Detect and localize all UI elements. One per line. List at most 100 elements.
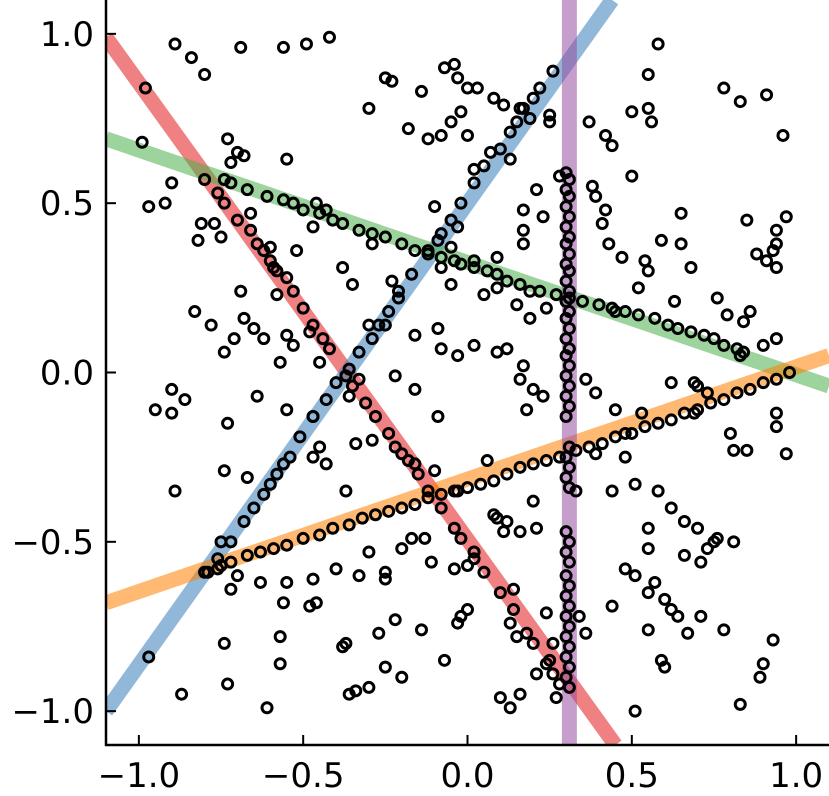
data-point — [516, 237, 530, 251]
y-tick-label: −0.5 — [11, 523, 94, 563]
data-point — [500, 274, 514, 288]
data-point — [234, 40, 248, 54]
data-point — [543, 108, 557, 122]
data-point — [638, 254, 652, 268]
data-point — [503, 152, 517, 166]
data-point — [467, 261, 481, 275]
data-point — [503, 701, 517, 715]
data-point — [562, 680, 576, 694]
data-point — [191, 233, 205, 247]
data-point — [382, 504, 396, 518]
data-point — [723, 426, 737, 440]
data-point — [428, 200, 442, 214]
data-point — [559, 410, 573, 424]
data-point — [730, 342, 744, 356]
data-point — [431, 321, 445, 335]
data-point — [677, 406, 691, 420]
data-point — [737, 315, 751, 329]
data-point — [651, 37, 665, 51]
data-point — [769, 406, 783, 420]
data-point — [490, 250, 504, 264]
data-point — [490, 267, 504, 281]
data-point — [395, 447, 409, 461]
data-point — [447, 562, 461, 576]
data-point — [641, 586, 655, 600]
data-point — [319, 457, 333, 471]
data-point — [769, 261, 783, 275]
data-point — [421, 491, 435, 505]
data-point — [510, 115, 524, 129]
data-point — [336, 261, 350, 275]
data-point — [589, 386, 603, 400]
data-point — [513, 372, 527, 386]
data-point — [138, 81, 152, 95]
data-point — [756, 657, 770, 671]
data-point — [500, 515, 514, 528]
data-point — [625, 105, 639, 119]
y-tick-label: 0.5 — [40, 184, 94, 224]
data-point — [326, 521, 340, 535]
data-point — [546, 667, 560, 681]
data-point — [257, 244, 271, 258]
data-point — [230, 213, 244, 227]
data-point — [530, 183, 544, 197]
data-point — [628, 704, 642, 718]
data-point — [224, 176, 238, 190]
data-point — [691, 521, 705, 535]
data-point — [467, 545, 481, 559]
data-point — [250, 237, 264, 251]
data-point — [618, 450, 632, 464]
data-point — [526, 457, 540, 471]
data-point — [428, 464, 442, 478]
data-point — [513, 687, 527, 701]
data-point — [217, 464, 231, 478]
data-point — [345, 277, 359, 291]
data-point — [579, 626, 593, 640]
data-point — [605, 139, 619, 153]
data-point — [487, 474, 501, 488]
data-point — [444, 213, 458, 227]
data-point — [296, 301, 310, 315]
data-point — [467, 552, 481, 566]
data-point — [165, 382, 179, 396]
data-point — [628, 477, 642, 491]
data-point — [378, 660, 392, 674]
data-point — [658, 660, 672, 674]
data-point — [769, 372, 783, 386]
data-point — [244, 223, 258, 237]
data-point — [286, 284, 300, 298]
data-point — [395, 670, 409, 684]
data-point — [645, 115, 659, 129]
data-point — [585, 179, 599, 193]
x-tick-label: 0.5 — [605, 756, 659, 796]
data-point — [352, 569, 366, 583]
data-point — [385, 74, 399, 88]
data-point — [178, 393, 192, 407]
data-point — [322, 30, 336, 44]
data-point — [605, 484, 619, 498]
data-point — [388, 369, 402, 383]
data-point — [221, 677, 235, 691]
data-point — [434, 128, 448, 142]
data-point — [516, 101, 530, 115]
data-point — [536, 389, 550, 403]
data-point — [769, 420, 783, 434]
data-point — [313, 206, 327, 220]
data-point — [691, 379, 705, 393]
data-point — [372, 626, 386, 640]
data-point — [750, 247, 764, 261]
data-point — [276, 40, 290, 54]
data-point — [493, 142, 507, 156]
data-point — [434, 342, 448, 356]
data-point — [250, 389, 264, 403]
data-point — [470, 81, 484, 95]
data-point — [625, 169, 639, 183]
data-point — [217, 636, 231, 650]
data-point — [224, 582, 238, 596]
data-point — [401, 122, 415, 136]
data-point — [306, 318, 320, 332]
data-point — [240, 548, 254, 562]
data-point — [388, 613, 402, 627]
data-point — [516, 359, 530, 373]
